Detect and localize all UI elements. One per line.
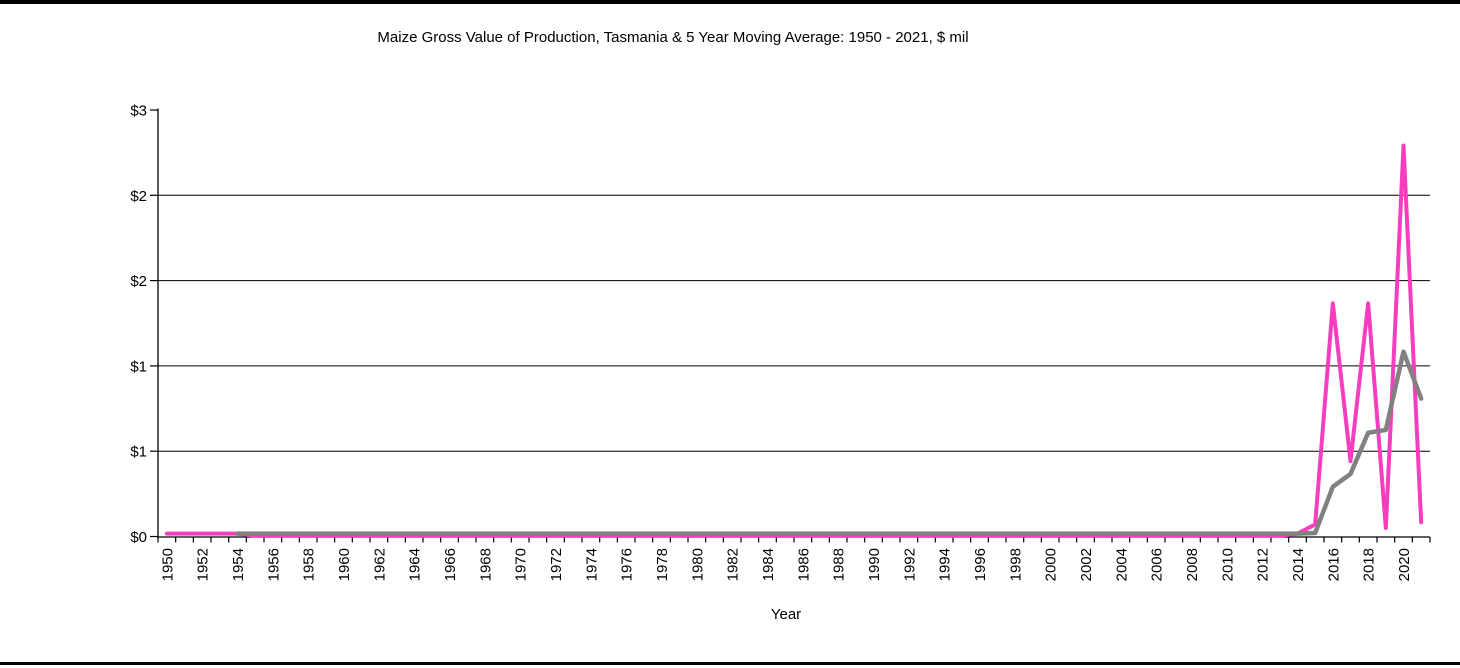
y-tick-label: $1: [130, 444, 147, 461]
x-tick-label: 1970: [513, 548, 530, 581]
y-tick-label: $3: [130, 103, 147, 120]
x-tick-label: 2016: [1325, 548, 1342, 581]
x-tick-label: 1980: [689, 548, 706, 581]
x-tick-label: 1968: [477, 548, 494, 581]
x-tick-label: 2014: [1290, 548, 1307, 581]
x-tick-label: 2012: [1255, 548, 1272, 581]
x-tick-label: 1958: [301, 548, 318, 581]
x-tick-label: 1978: [654, 548, 671, 581]
gvp-line: [164, 143, 1424, 538]
x-tick-label: 1990: [866, 548, 883, 581]
x-tick-label: 2002: [1078, 548, 1095, 581]
x-tick-label: 1966: [442, 548, 459, 581]
x-tick-label: 1952: [195, 548, 212, 581]
chart-title: Maize Gross Value of Production, Tasmani…: [377, 29, 969, 46]
x-tick-label: 1974: [583, 548, 600, 581]
x-tick-label: 1992: [901, 548, 918, 581]
y-tick-label: $2: [130, 188, 147, 205]
x-tick-label: 1996: [972, 548, 989, 581]
x-tick-label: 1954: [230, 548, 247, 581]
x-tick-label: 2008: [1184, 548, 1201, 581]
x-tick-label: 1994: [937, 548, 954, 581]
x-tick-label: 1982: [725, 548, 742, 581]
x-tick-label: 2004: [1113, 548, 1130, 581]
y-tick-label: $2: [130, 273, 147, 290]
x-tick-label: 2010: [1219, 548, 1236, 581]
y-tick-label: $1: [130, 358, 147, 375]
x-axis-title: Year: [770, 606, 802, 623]
x-tick-label: 2018: [1361, 548, 1378, 581]
x-tick-label: 1956: [265, 548, 282, 581]
page-bottom-border: [0, 662, 1460, 665]
x-tick-label: 1986: [795, 548, 812, 581]
x-tick-label: 1984: [760, 548, 777, 581]
x-tick-label: 2020: [1396, 548, 1413, 581]
x-tick-label: 1976: [619, 548, 636, 581]
x-tick-label: 2000: [1043, 548, 1060, 581]
page-top-border: [0, 0, 1460, 4]
x-tick-label: 1950: [159, 548, 176, 581]
x-tick-label: 1972: [548, 548, 565, 581]
x-tick-label: 1960: [336, 548, 353, 581]
moving-average-line: [235, 349, 1424, 536]
x-tick-label: 1998: [1007, 548, 1024, 581]
x-tick-label: 1964: [407, 548, 424, 581]
x-tick-label: 2006: [1149, 548, 1166, 581]
y-tick-label: $0: [130, 529, 147, 546]
x-tick-label: 1962: [371, 548, 388, 581]
x-tick-label: 1988: [831, 548, 848, 581]
